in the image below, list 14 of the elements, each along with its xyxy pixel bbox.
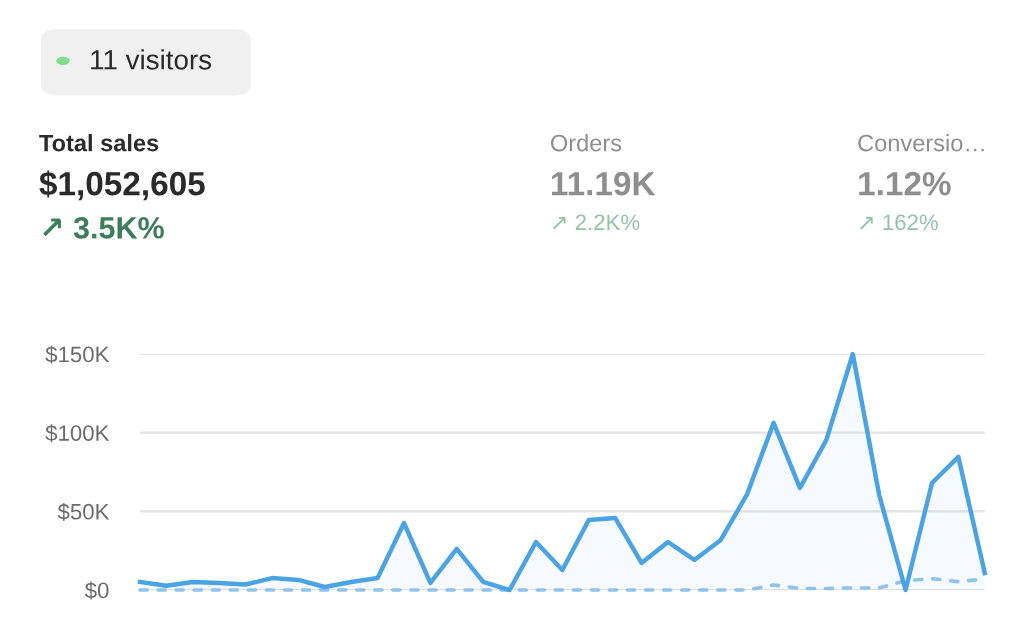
y-tick-label: $150K (45, 345, 110, 364)
y-tick-label: $50K (57, 502, 110, 521)
text: 11 visitors (91, 49, 212, 70)
text: $1,052,605 (39, 170, 205, 201)
text: Conversio… (858, 134, 984, 152)
y-tick-label: $0 (84, 581, 109, 600)
y-tick-label: $100K (45, 424, 110, 443)
text: ↗ 2.2K% (553, 214, 640, 231)
text: 11.19K (551, 171, 656, 196)
text: ↗ 3.5K% (43, 217, 164, 239)
text: 1.12% (859, 171, 951, 196)
text: Orders (551, 134, 622, 152)
text: ↗ 162% (860, 214, 938, 231)
text: Total sales (39, 134, 159, 152)
